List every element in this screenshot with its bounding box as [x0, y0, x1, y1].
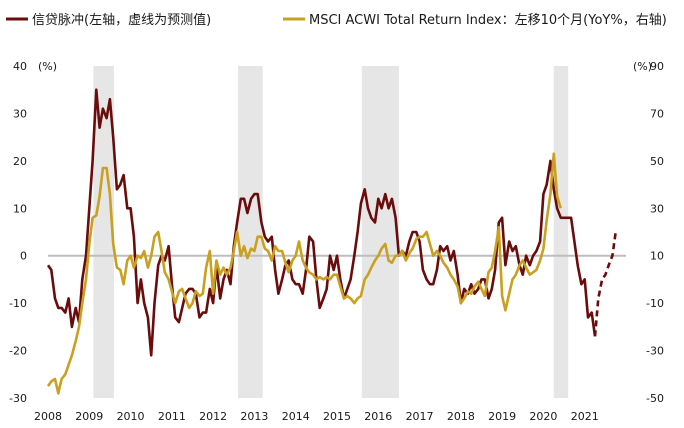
x-tick-label: 2011	[158, 410, 186, 423]
left-tick-label: -10	[9, 297, 27, 310]
right-tick-label: 90	[650, 60, 664, 73]
right-tick-label: -50	[646, 392, 664, 405]
legend-label-credit: 信贷脉冲(左轴，虚线为预测值)	[32, 12, 211, 28]
shaded-period-3	[553, 66, 569, 398]
right-tick-label: 70	[650, 107, 664, 120]
series-line-msci-acwi	[46, 152, 563, 395]
x-tick-label: 2013	[240, 410, 268, 423]
right-axis-unit: (%)	[633, 60, 652, 73]
series-line-credit-impulse	[46, 88, 597, 357]
left-tick-label: -20	[9, 345, 27, 358]
x-tick-label: 2016	[364, 410, 392, 423]
right-tick-label: 10	[650, 250, 664, 263]
left-tick-label: 10	[13, 202, 27, 215]
x-tick-label: 2008	[34, 410, 62, 423]
x-tick-label: 2019	[488, 410, 516, 423]
series-group	[46, 88, 617, 395]
left-tick-label: 20	[13, 155, 27, 168]
recession-shading-group	[93, 66, 569, 398]
legend: 信贷脉冲(左轴，虚线为预测值) MSCI ACWI Total Return I…	[6, 12, 667, 28]
x-tick-label: 2018	[447, 410, 475, 423]
series-line-credit-impulse-forecast	[593, 231, 617, 337]
x-tick-label: 2021	[571, 410, 599, 423]
x-tick-label: 2014	[282, 410, 310, 423]
x-tick-label: 2009	[75, 410, 103, 423]
left-tick-label: 0	[20, 250, 27, 263]
tick-labels-group: -30 -20 -10 0 10 20 30 40 -50 -30 -10 10 30 50 70 90 200…	[9, 60, 664, 423]
x-tick-label: 2017	[406, 410, 434, 423]
right-tick-label: 30	[650, 202, 664, 215]
left-axis-unit: (%)	[38, 60, 57, 73]
left-tick-label: 30	[13, 107, 27, 120]
left-tick-label: -30	[9, 392, 27, 405]
right-tick-label: -30	[646, 345, 664, 358]
left-tick-label: 40	[13, 60, 27, 73]
shaded-period-1	[237, 66, 263, 398]
x-tick-label: 2012	[199, 410, 227, 423]
shaded-period-2	[361, 66, 399, 398]
x-tick-label: 2020	[529, 410, 557, 423]
legend-label-msci: MSCI ACWI Total Return Index：左移10个月(YoY%…	[309, 13, 667, 28]
right-tick-label: -10	[646, 297, 664, 310]
x-tick-label: 2015	[323, 410, 351, 423]
right-tick-label: 50	[650, 155, 664, 168]
shaded-period-0	[93, 66, 115, 398]
x-tick-label: 2010	[117, 410, 145, 423]
